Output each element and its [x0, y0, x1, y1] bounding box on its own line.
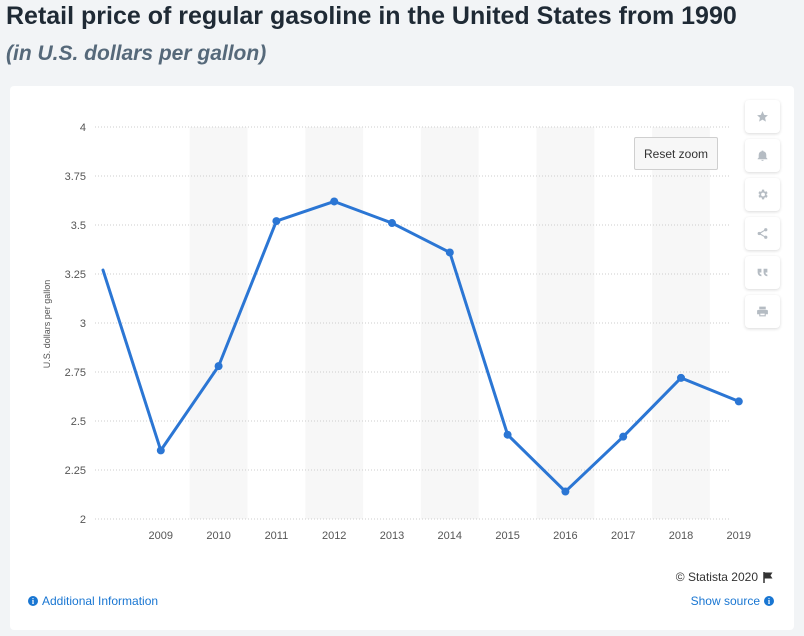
x-axis-ticks: 2009 2010 2011 2012 2013 2014 2015 2016 2017 2018…	[149, 530, 751, 542]
x-tick-label: 2016	[553, 530, 577, 542]
chart-toolbar	[745, 100, 780, 334]
y-axis-label: U.S. dollars per gallon	[42, 280, 52, 369]
x-tick-label: 2014	[438, 530, 462, 542]
x-tick-label: 2010	[206, 530, 230, 542]
cite-button[interactable]	[745, 256, 780, 289]
y-tick-label: 3.75	[65, 171, 86, 183]
bell-icon	[757, 150, 768, 161]
y-tick-label: 2	[80, 514, 86, 526]
data-point[interactable]	[156, 446, 165, 455]
x-tick-label: 2013	[380, 530, 404, 542]
y-tick-label: 4	[80, 122, 86, 134]
y-tick-label: 3.25	[65, 269, 86, 281]
data-point[interactable]	[445, 248, 454, 257]
notification-button[interactable]	[745, 139, 780, 172]
info-icon: i	[28, 596, 38, 606]
share-button[interactable]	[745, 217, 780, 250]
print-icon	[757, 306, 768, 317]
y-tick-label: 3	[80, 318, 86, 330]
gear-icon	[758, 189, 768, 200]
series-line	[101, 199, 741, 494]
data-point[interactable]	[330, 197, 339, 206]
print-button[interactable]	[745, 295, 780, 328]
star-icon	[757, 111, 768, 122]
share-icon	[757, 228, 768, 239]
show-source-label: Show source	[690, 594, 760, 608]
x-tick-label: 2009	[149, 530, 173, 542]
data-point[interactable]	[214, 362, 223, 371]
category-band	[305, 127, 364, 519]
x-tick-label: 2015	[495, 530, 519, 542]
data-point[interactable]	[388, 219, 396, 228]
info-icon: i	[764, 596, 774, 606]
page-subtitle: (in U.S. dollars per gallon)	[6, 42, 267, 65]
x-tick-label: 2017	[611, 530, 635, 542]
data-point[interactable]	[561, 487, 570, 496]
chart-gridlines	[95, 126, 729, 520]
statista-credit: © Statista 2020	[676, 570, 774, 584]
additional-information-link[interactable]: i Additional Information	[28, 594, 158, 608]
x-tick-label: 2018	[669, 530, 693, 542]
data-point[interactable]	[503, 430, 512, 439]
show-source-link[interactable]: Show source i	[691, 594, 774, 608]
quote-icon	[757, 268, 768, 277]
data-point[interactable]	[677, 373, 685, 382]
y-tick-label: 3.5	[71, 220, 86, 232]
y-axis-ticks: 2 2.25 2.5 2.75 3 3.25 3.5 3.75 4	[65, 122, 86, 526]
y-tick-label: 2.25	[65, 465, 86, 477]
page-title: Retail price of regular gasoline in the …	[6, 2, 737, 30]
y-tick-label: 2.5	[71, 416, 86, 428]
additional-information-label: Additional Information	[42, 594, 159, 608]
x-tick-label: 2011	[265, 530, 289, 542]
chart-series	[101, 197, 743, 496]
y-tick-label: 2.75	[65, 367, 86, 379]
flag-icon[interactable]	[762, 571, 774, 583]
data-point[interactable]	[734, 397, 743, 406]
credit-text: © Statista 2020	[675, 570, 758, 584]
data-point[interactable]	[272, 217, 281, 226]
data-point[interactable]	[619, 432, 628, 441]
x-tick-label: 2012	[322, 530, 346, 542]
settings-button[interactable]	[745, 178, 780, 211]
x-tick-label: 2019	[727, 530, 751, 542]
reset-zoom-button[interactable]: Reset zoom	[634, 137, 718, 170]
star-button[interactable]	[745, 100, 780, 133]
